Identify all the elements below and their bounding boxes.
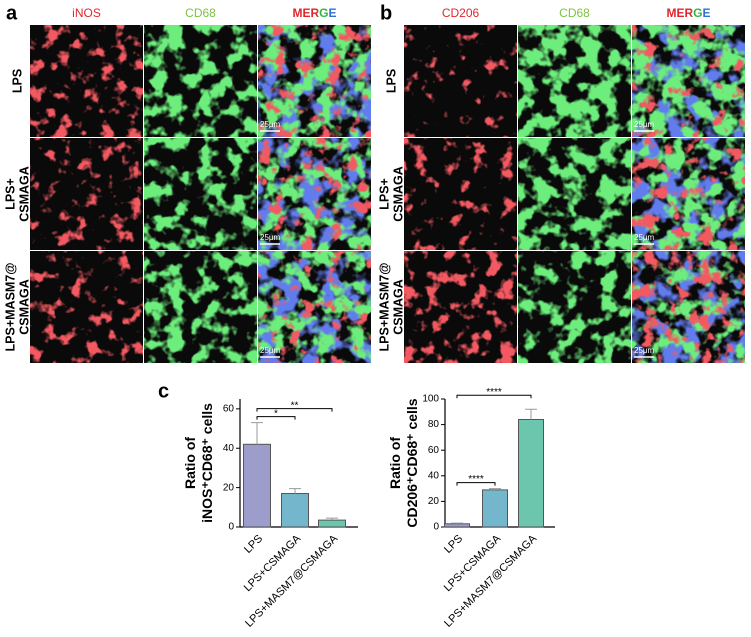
micrograph-layer xyxy=(518,138,631,250)
scale-bar-label: 25μm xyxy=(260,233,281,242)
panel-label: a xyxy=(6,2,18,24)
row-label-line: CSMAGA xyxy=(391,279,405,335)
y-tick-label: 60 xyxy=(428,445,440,456)
micrograph-layer xyxy=(404,138,517,250)
micrograph-layer xyxy=(518,25,631,137)
row-label: LPS+ CSMAGA xyxy=(377,166,405,222)
micrograph-layer xyxy=(144,251,257,363)
row-label: LPS xyxy=(384,69,398,93)
row-label-line: CSMAGA xyxy=(17,166,31,222)
x-tick-label: LPS xyxy=(442,533,465,556)
column-header: CD68 xyxy=(559,6,590,20)
micrograph-layer xyxy=(632,251,745,363)
x-tick-label: LPS xyxy=(242,533,265,556)
micrograph-layer xyxy=(144,138,257,250)
error-bar xyxy=(525,408,537,420)
column-header: MERGE xyxy=(292,6,336,20)
y-tick-label: 100 xyxy=(422,394,439,405)
y-axis-label: Ratio of iNOS⁺CD68⁺ cells xyxy=(182,403,215,523)
panel-label: c xyxy=(158,380,169,402)
row-label-line: LPS xyxy=(384,69,398,93)
row-label-line: LPS+MASM7@ xyxy=(377,263,391,352)
row-label-line: CSMAGA xyxy=(391,166,405,222)
column-header: CD206 xyxy=(442,6,480,20)
bar xyxy=(318,519,346,528)
micrograph-layer xyxy=(518,251,631,363)
error-bar xyxy=(489,488,501,490)
micrograph-layer xyxy=(632,25,745,137)
y-axis-label-line: iNOS⁺CD68⁺ cells xyxy=(199,403,215,523)
row-label-line: LPS+ xyxy=(377,178,391,210)
column-header: MERGE xyxy=(666,6,710,20)
micrograph-layer xyxy=(258,138,371,250)
significance-label: ** xyxy=(291,400,299,411)
row-label-line: LPS xyxy=(10,69,24,93)
y-tick-label: 20 xyxy=(223,482,235,493)
micrograph-layer xyxy=(632,138,745,250)
y-axis-label-line: Ratio of xyxy=(387,437,403,489)
y-axis-label: Ratio of CD206⁺CD68⁺ cells xyxy=(387,398,420,527)
y-tick-label: 80 xyxy=(428,419,440,430)
y-tick-label: 60 xyxy=(223,403,235,414)
significance-bracket xyxy=(256,416,296,420)
micrograph-layer xyxy=(144,25,257,137)
scale-bar-label: 25μm xyxy=(634,233,655,242)
significance-label: * xyxy=(274,408,278,419)
bar xyxy=(444,523,470,528)
bar xyxy=(518,418,544,528)
row-label-line: CSMAGA xyxy=(17,279,31,335)
y-axis-label-line: CD206⁺CD68⁺ cells xyxy=(404,398,420,527)
row-label: LPS+MASM7@ CSMAGA xyxy=(377,263,405,352)
micrograph-layer xyxy=(258,251,371,363)
y-tick-label: 0 xyxy=(433,522,439,533)
y-axis-label-line: Ratio of xyxy=(182,437,198,489)
bar xyxy=(281,493,309,528)
y-tick-label: 20 xyxy=(428,496,440,507)
significance-label: **** xyxy=(486,387,502,398)
y-tick-label: 40 xyxy=(428,470,440,481)
scale-bar-label: 25μm xyxy=(260,120,281,129)
significance-bracket xyxy=(456,482,496,486)
panel-label: b xyxy=(380,2,392,24)
micrograph-layer xyxy=(30,25,143,137)
bar xyxy=(482,489,508,528)
error-bar xyxy=(289,488,301,494)
significance-label: **** xyxy=(468,474,484,485)
error-bar xyxy=(451,522,463,524)
significance-bracket xyxy=(456,394,532,399)
micrograph-layer xyxy=(30,251,143,363)
column-header: iNOS xyxy=(72,6,101,20)
scale-bar-label: 25μm xyxy=(634,346,655,355)
y-tick-label: 40 xyxy=(223,443,235,454)
bar xyxy=(243,443,271,528)
row-label-line: LPS+MASM7@ xyxy=(3,263,17,352)
error-bar xyxy=(326,517,338,521)
row-label: LPS xyxy=(10,69,24,93)
scale-bar-label: 25μm xyxy=(260,346,281,355)
significance-bracket xyxy=(256,408,333,412)
micrograph-layer xyxy=(258,25,371,137)
row-label: LPS+ CSMAGA xyxy=(3,166,31,222)
error-bar xyxy=(251,422,263,445)
column-header: CD68 xyxy=(185,6,216,20)
micrograph-layer xyxy=(30,138,143,250)
micrograph-layer xyxy=(404,251,517,363)
scale-bar-label: 25μm xyxy=(634,120,655,129)
row-label-line: LPS+ xyxy=(3,178,17,210)
micrograph-layer xyxy=(404,25,517,137)
row-label: LPS+MASM7@ CSMAGA xyxy=(3,263,31,352)
y-tick-label: 0 xyxy=(228,522,234,533)
